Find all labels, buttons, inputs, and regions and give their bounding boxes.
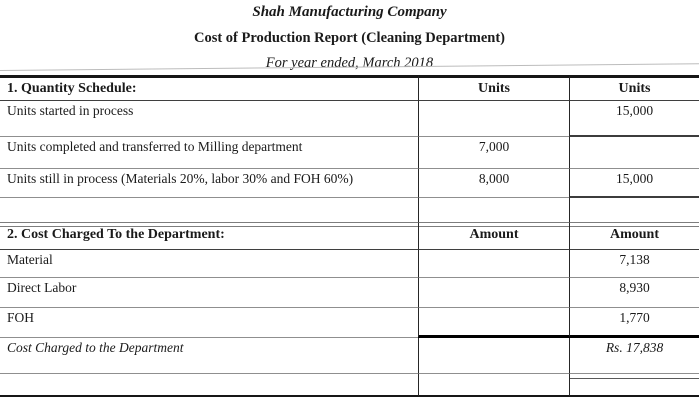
row-spacer-2 xyxy=(0,374,699,397)
cell-units-column-header: Units xyxy=(569,75,699,101)
cell-value: 8,000 xyxy=(418,169,569,198)
cell-section-label: 1. Quantity Schedule: xyxy=(0,75,418,101)
cell-value: 7,138 xyxy=(569,250,699,278)
cost-of-production-table: 1. Quantity Schedule: Units Units Units … xyxy=(0,75,699,397)
cell-value: 1,770 xyxy=(569,308,699,338)
cell-units-column-header: Units xyxy=(418,75,569,101)
cell-label: Direct Labor xyxy=(0,278,418,308)
row-spacer-1 xyxy=(0,198,699,223)
cell-total-value: Rs. 17,838 xyxy=(569,338,699,374)
row-direct-labor: Direct Labor 8,930 xyxy=(0,278,699,308)
cell-empty xyxy=(0,374,418,397)
cell-value: 8,930 xyxy=(569,278,699,308)
cell-label: Units started in process xyxy=(0,101,418,137)
cell-value xyxy=(569,137,699,169)
row-material: Material 7,138 xyxy=(0,250,699,278)
cell-value: 15,000 xyxy=(569,169,699,198)
cell-label: Material xyxy=(0,250,418,278)
row-cost-charged-header: 2. Cost Charged To the Department: Amoun… xyxy=(0,223,699,250)
row-quantity-schedule-header: 1. Quantity Schedule: Units Units xyxy=(0,75,699,101)
cell-value xyxy=(418,278,569,308)
cell-value xyxy=(418,308,569,338)
period-subtitle: For year ended, March 2018 xyxy=(265,55,434,71)
row-units-completed: Units completed and transferred to Milli… xyxy=(0,137,699,169)
row-units-still-in-process: Units still in process (Materials 20%, l… xyxy=(0,169,699,198)
cell-value xyxy=(418,338,569,374)
cell-label: Units still in process (Materials 20%, l… xyxy=(0,169,418,198)
cell-empty xyxy=(418,198,569,223)
cell-label: Units completed and transferred to Milli… xyxy=(0,137,418,169)
cell-section-label: 2. Cost Charged To the Department: xyxy=(0,223,418,250)
cell-empty xyxy=(569,374,699,397)
cell-value: 7,000 xyxy=(418,137,569,169)
cell-value xyxy=(418,101,569,137)
cell-empty xyxy=(418,374,569,397)
row-foh: FOH 1,770 xyxy=(0,308,699,338)
cell-total-label: Cost Charged to the Department xyxy=(0,338,418,374)
cell-value: 15,000 xyxy=(569,101,699,137)
cell-value xyxy=(418,250,569,278)
cell-empty xyxy=(0,198,418,223)
row-cost-charged-total: Cost Charged to the Department Rs. 17,83… xyxy=(0,338,699,374)
cell-amount-column-header: Amount xyxy=(418,223,569,250)
cell-label: FOH xyxy=(0,308,418,338)
cell-amount-column-header: Amount xyxy=(569,223,699,250)
cell-empty xyxy=(569,198,699,223)
report-title: Cost of Production Report (Cleaning Depa… xyxy=(193,30,506,46)
company-title: Shah Manufacturing Company xyxy=(252,4,447,20)
title-block: Shah Manufacturing Company Cost of Produ… xyxy=(0,0,699,72)
row-units-started: Units started in process 15,000 xyxy=(0,101,699,137)
